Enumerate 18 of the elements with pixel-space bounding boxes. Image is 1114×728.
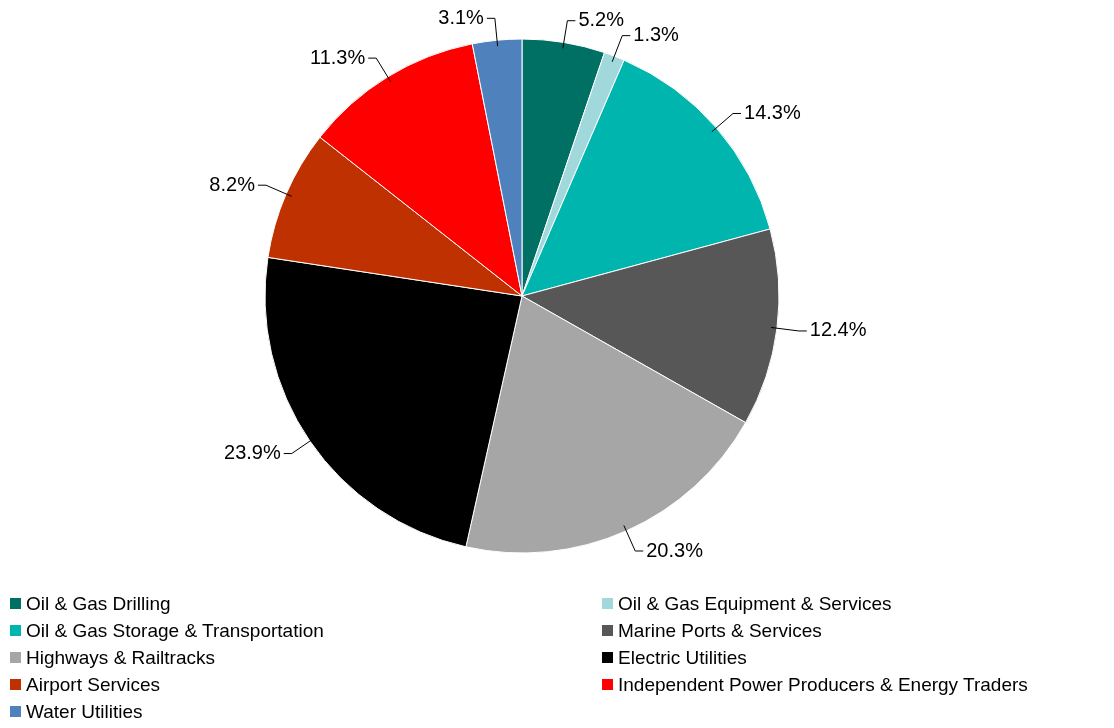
- legend-label: Oil & Gas Equipment & Services: [618, 592, 892, 615]
- legend-label: Oil & Gas Storage & Transportation: [26, 619, 324, 642]
- legend-label: Highways & Railtracks: [26, 646, 215, 669]
- data-label: 23.9%: [224, 441, 281, 464]
- data-label: 11.3%: [309, 45, 366, 68]
- data-label: 3.1%: [438, 5, 485, 28]
- legend-label: Oil & Gas Drilling: [26, 592, 171, 615]
- data-label: 8.2%: [209, 172, 256, 195]
- legend-label: Independent Power Producers & Energy Traders: [618, 673, 1028, 696]
- legend-label: Airport Services: [26, 673, 161, 696]
- data-label: 1.3%: [633, 23, 680, 46]
- legend-label: Electric Utilities: [618, 646, 747, 669]
- data-label: 14.3%: [744, 100, 801, 123]
- data-label: 20.3%: [646, 538, 704, 561]
- data-label: 12.4%: [809, 318, 867, 341]
- legend-label: Marine Ports & Services: [618, 619, 822, 642]
- data-label: 5.2%: [578, 8, 625, 31]
- legend-label: Water Utilities: [26, 700, 143, 723]
